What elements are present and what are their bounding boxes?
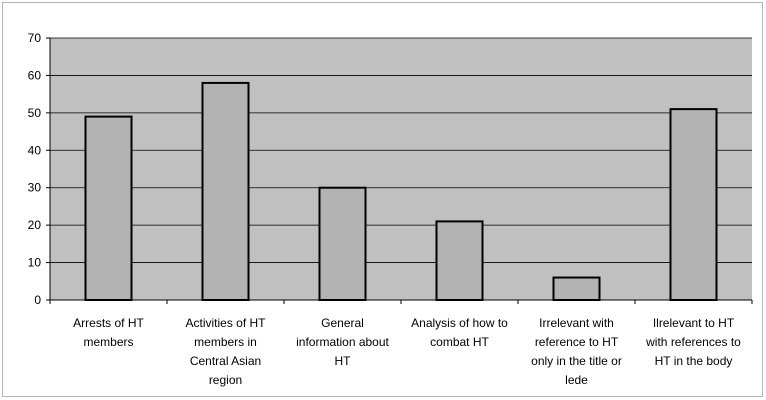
plot-area — [50, 38, 752, 300]
y-tick-label: 30 — [28, 181, 42, 195]
bar — [669, 108, 718, 301]
x-tick-label-line: Activities of HT — [185, 316, 266, 330]
y-tick-label: 60 — [28, 68, 42, 82]
bar — [435, 220, 484, 301]
x-tick-label-line: only in the title or — [531, 354, 622, 368]
x-tick-label: Analysis of how to combat HT — [411, 316, 508, 349]
y-axis-ticks: 0 10 20 30 40 50 60 70 — [28, 31, 50, 307]
x-tick-label-line: lede — [565, 373, 588, 387]
x-tick-label-line: Central Asian — [190, 354, 261, 368]
x-tick-label-line: members in — [194, 335, 257, 349]
x-tick-label-line: members — [83, 335, 133, 349]
x-tick-label: General information about HT — [296, 316, 389, 368]
axes — [49, 38, 753, 304]
x-tick-label: Irrelevant with reference to HT only in th… — [531, 316, 622, 387]
x-tick-label: Activities of HT members in Central Asian r… — [185, 316, 266, 387]
y-tick-label: 70 — [28, 31, 42, 45]
y-tick-label: 20 — [28, 218, 42, 232]
y-tick-label: 40 — [28, 143, 42, 157]
x-tick-label-line: Analysis of how to — [411, 316, 508, 330]
x-axis-labels: Arrests of HT members Activities of HT memb… — [73, 316, 741, 387]
gridlines — [50, 37, 752, 263]
x-tick-label-line: Irrelevant with — [539, 316, 614, 330]
x-tick-label-line: reference to HT — [535, 335, 619, 349]
x-tick-label-line: information about — [296, 335, 389, 349]
x-tick-label-line: region — [209, 373, 242, 387]
x-tick-label-line: HT — [335, 354, 352, 368]
bar — [84, 115, 133, 301]
x-tick-label-line: HT in the body — [655, 354, 733, 368]
x-tick-label-line: with references to — [645, 335, 741, 349]
y-tick-label: 0 — [34, 293, 41, 307]
bar — [552, 276, 601, 301]
y-tick-label: 10 — [28, 256, 42, 270]
bars — [84, 81, 718, 301]
x-tick-label-line: Arrests of HT — [73, 316, 144, 330]
x-tick-label: Arrests of HT members — [73, 316, 144, 349]
x-tick-label: Ilrelevant to HT with references to HT in … — [645, 316, 741, 368]
x-tick-label-line: Ilrelevant to HT — [653, 316, 735, 330]
x-tick-label-line: General — [321, 316, 364, 330]
bar — [201, 81, 250, 301]
bar — [318, 186, 367, 301]
x-tick-label-line: combat HT — [430, 335, 489, 349]
y-tick-label: 50 — [28, 106, 42, 120]
